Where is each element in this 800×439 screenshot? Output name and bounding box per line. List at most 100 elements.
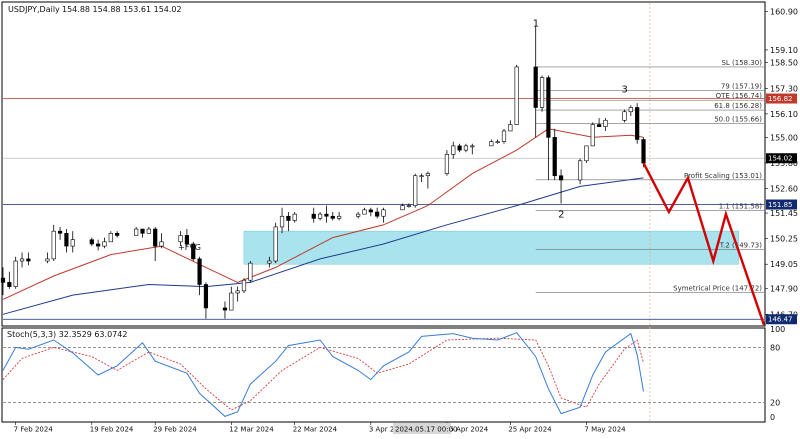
y-tick-label-8: 151.45 bbox=[770, 209, 798, 218]
candle-44 bbox=[381, 207, 386, 223]
candle-4 bbox=[26, 252, 31, 266]
candle-24 bbox=[203, 282, 209, 319]
candle-20 bbox=[178, 231, 183, 247]
candle-30 bbox=[267, 256, 272, 268]
candle-9 bbox=[70, 231, 75, 253]
candle-body-10 bbox=[89, 239, 94, 245]
fvg-zone bbox=[243, 230, 739, 265]
stoch-panel-border bbox=[1, 327, 766, 423]
candle-body-8 bbox=[64, 233, 69, 247]
candle-body-31 bbox=[273, 226, 278, 262]
candle-body-40 bbox=[356, 213, 361, 217]
ema-slow-line bbox=[2, 177, 644, 315]
candle-28 bbox=[241, 278, 247, 294]
candle-body-15 bbox=[134, 228, 139, 236]
wave-label-1: 2 bbox=[558, 209, 564, 220]
candle-body-22 bbox=[191, 243, 196, 260]
candle-body-39 bbox=[337, 215, 342, 219]
level-label-8: Symetrical Price (147.72) bbox=[673, 285, 762, 293]
candle-body-19 bbox=[159, 241, 164, 247]
candle-body-33 bbox=[286, 215, 291, 221]
candle-64 bbox=[558, 169, 564, 204]
x-tick-label-3: 12 Mar 2024 bbox=[229, 426, 274, 434]
level-label-6: 1.1 (151.58) bbox=[719, 202, 763, 210]
candle-53 bbox=[463, 143, 469, 153]
level-label-4: 50.0 (155.66) bbox=[714, 115, 762, 123]
candle-body-73 bbox=[641, 139, 646, 164]
level-label-7: T.2 (149.73) bbox=[719, 242, 763, 250]
candle-11 bbox=[96, 239, 101, 251]
candle-body-54 bbox=[470, 145, 475, 148]
price-tag-box-0 bbox=[766, 93, 797, 104]
candle-14 bbox=[115, 231, 120, 238]
candle-body-55 bbox=[489, 141, 494, 147]
candle-body-35 bbox=[311, 213, 316, 219]
candle-5 bbox=[45, 252, 50, 264]
candle-12 bbox=[102, 237, 107, 249]
y-tick-label-6: 153.80 bbox=[770, 159, 798, 168]
symbol-info-label: USDJPY,Daily bbox=[8, 5, 60, 14]
candle-body-0 bbox=[0, 277, 6, 283]
candle-body-52 bbox=[457, 145, 462, 151]
candle-body-20 bbox=[178, 235, 183, 243]
candle-66 bbox=[584, 145, 589, 163]
candle-22 bbox=[191, 241, 196, 262]
price-tag-text-1: 154.02 bbox=[768, 155, 793, 163]
stoch-signal-line bbox=[2, 337, 644, 411]
candle-47 bbox=[413, 173, 418, 208]
candle-33 bbox=[286, 211, 291, 232]
candle-6 bbox=[51, 224, 56, 262]
candle-52 bbox=[457, 143, 462, 153]
candle-body-56 bbox=[495, 141, 500, 143]
candle-body-34 bbox=[292, 213, 297, 221]
candle-body-38 bbox=[330, 215, 335, 219]
candle-body-68 bbox=[597, 124, 602, 127]
price-tag-box-3 bbox=[766, 314, 797, 325]
candle-body-30 bbox=[267, 260, 272, 264]
candle-41 bbox=[362, 207, 367, 215]
candle-body-70 bbox=[622, 111, 627, 121]
y-tick-label-9: 150.25 bbox=[770, 235, 798, 244]
candle-73 bbox=[641, 137, 646, 168]
candle-3 bbox=[19, 252, 25, 268]
candle-body-65 bbox=[577, 160, 583, 181]
price-tag-box-1 bbox=[766, 153, 797, 164]
candle-34 bbox=[292, 211, 297, 223]
candle-body-17 bbox=[146, 228, 151, 234]
candle-body-27 bbox=[235, 290, 240, 294]
candle-54 bbox=[470, 143, 475, 155]
candle-7 bbox=[57, 226, 63, 240]
candle-23 bbox=[197, 256, 202, 296]
x-tick-label-4: 22 Mar 2024 bbox=[293, 426, 338, 434]
candle-62 bbox=[546, 75, 551, 180]
stoch-tick-label-3: 0 bbox=[770, 413, 775, 422]
candle-body-42 bbox=[368, 209, 373, 213]
candle-body-66 bbox=[584, 145, 589, 162]
candle-31 bbox=[273, 222, 278, 264]
candle-body-37 bbox=[324, 213, 329, 217]
x-tick-label-8: 7 May 2024 bbox=[584, 426, 626, 434]
y-tick-label-1: 159.10 bbox=[770, 46, 798, 55]
candle-body-50 bbox=[444, 154, 450, 174]
candle-body-72 bbox=[635, 107, 640, 140]
level-label-0: SL (158.30) bbox=[721, 59, 762, 67]
y-tick-label-4: 156.10 bbox=[770, 110, 798, 119]
candle-27 bbox=[235, 286, 240, 302]
candle-body-32 bbox=[279, 215, 285, 228]
candle-body-1 bbox=[7, 282, 12, 287]
candle-body-25 bbox=[222, 307, 228, 311]
price-tag-text-2: 151.85 bbox=[768, 201, 793, 209]
candle-26 bbox=[229, 286, 234, 311]
candle-56 bbox=[495, 139, 500, 144]
level-label-3: 61.8 (156.28) bbox=[714, 102, 762, 110]
candle-39 bbox=[337, 211, 342, 221]
stoch-tick-label-2: 20 bbox=[770, 399, 780, 408]
level-label-2: OTE (156.74) bbox=[716, 92, 763, 100]
x-tick-label-1: 19 Feb 2024 bbox=[90, 426, 134, 434]
y-tick-label-7: 152.60 bbox=[770, 185, 798, 194]
price-tag-0: 156.82 bbox=[766, 93, 797, 104]
candle-63 bbox=[552, 128, 557, 180]
candle-body-63 bbox=[552, 137, 557, 177]
candle-body-47 bbox=[413, 175, 418, 206]
candle-38 bbox=[330, 211, 335, 221]
